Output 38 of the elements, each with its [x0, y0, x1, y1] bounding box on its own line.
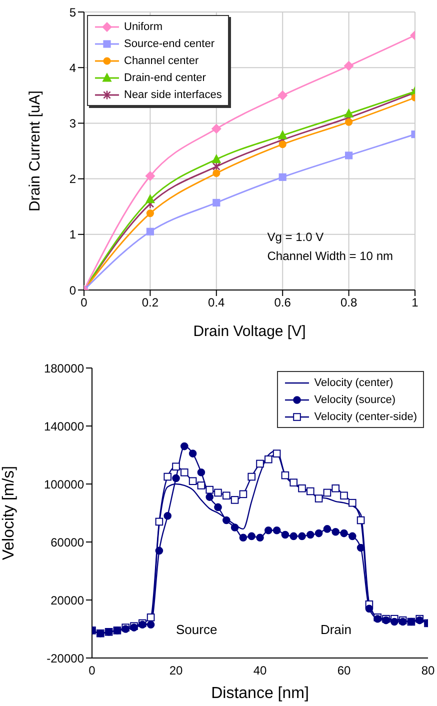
legend-label: Velocity (source)	[314, 394, 396, 406]
legend-label: Uniform	[124, 20, 163, 32]
y-tick-label: 180000	[44, 361, 84, 376]
y-tick-label: 100000	[44, 477, 84, 492]
x-tick-label: 80	[421, 664, 435, 678]
y-tick-label: 140000	[44, 419, 84, 434]
x-tick-label: 0.8	[340, 296, 358, 310]
x-axis-title: Distance [nm]	[211, 685, 309, 702]
x-tick-label: 20	[169, 664, 183, 678]
x-tick-label: 0.4	[208, 296, 226, 310]
x-tick-label: 0.2	[142, 296, 159, 310]
x-tick-label: 1	[412, 296, 419, 310]
x-tick-label: 60	[337, 664, 351, 678]
legend-label: Source-end center	[124, 38, 214, 50]
legend-label: Near side interfaces	[124, 88, 222, 100]
y-tick-label: 5	[69, 5, 76, 20]
y-axis-title: Velocity [m/s]	[0, 466, 18, 560]
y-tick-label: 0	[69, 283, 76, 298]
legend-label: Velocity (center-side)	[314, 410, 417, 422]
y-tick-label: 20000	[50, 593, 84, 608]
x-tick-label: 0	[88, 664, 96, 678]
y-axis-title: Drain Current [uA]	[26, 90, 44, 212]
legend-label: Channel center	[124, 54, 199, 66]
y-tick-label: -20000	[46, 651, 84, 666]
y-tick-label: 2	[69, 172, 76, 186]
legend-label: Drain-end center	[124, 72, 206, 84]
y-tick-label: 3	[69, 116, 76, 130]
y-tick-label: 4	[69, 60, 76, 75]
x-tick-label: 0.6	[274, 296, 292, 310]
annotation: Vg = 1.0 V	[267, 229, 325, 246]
y-tick-label: 60000	[50, 535, 84, 550]
annotation: Drain	[320, 622, 352, 637]
annotation: Channel Width = 10 nm	[267, 248, 393, 266]
y-tick-label: 1	[69, 228, 76, 242]
x-tick-label: 40	[253, 664, 267, 678]
legend-label: Velocity (center)	[314, 376, 394, 388]
annotation: Source	[176, 622, 218, 637]
x-axis-title: Drain Voltage [V]	[193, 323, 306, 340]
